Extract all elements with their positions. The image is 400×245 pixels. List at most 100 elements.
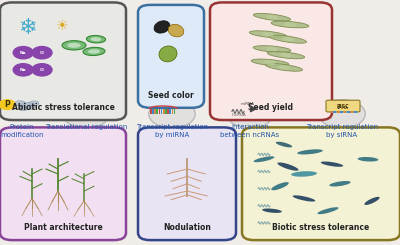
Ellipse shape [285, 37, 291, 41]
Ellipse shape [269, 15, 275, 19]
Text: Protein
modification: Protein modification [0, 124, 44, 138]
Text: siRNA: siRNA [337, 106, 349, 110]
FancyBboxPatch shape [138, 5, 204, 108]
Ellipse shape [267, 51, 305, 59]
Circle shape [63, 100, 109, 128]
Ellipse shape [278, 162, 298, 171]
Text: Transcript regulation
by miRNA: Transcript regulation by miRNA [136, 124, 208, 138]
Ellipse shape [265, 32, 271, 37]
Ellipse shape [329, 181, 351, 186]
Ellipse shape [262, 208, 282, 213]
Circle shape [149, 100, 195, 128]
Text: lncRNA: lncRNA [232, 113, 247, 117]
Ellipse shape [268, 32, 274, 37]
Bar [150, 109, 152, 114]
Ellipse shape [284, 66, 290, 70]
Bar [330, 111, 333, 113]
Text: Biotic stress tolerance: Biotic stress tolerance [272, 223, 370, 232]
Ellipse shape [280, 53, 286, 57]
Bar [350, 111, 353, 113]
Text: RISC: RISC [336, 104, 349, 109]
FancyBboxPatch shape [138, 127, 236, 240]
Ellipse shape [272, 47, 278, 51]
FancyBboxPatch shape [210, 2, 332, 120]
Text: P: P [4, 100, 10, 109]
Ellipse shape [86, 36, 106, 43]
Bar [161, 109, 162, 114]
Text: miRNA: miRNA [241, 102, 255, 106]
FancyBboxPatch shape [242, 127, 400, 240]
Bar [174, 109, 175, 114]
Text: Plant architecture: Plant architecture [24, 223, 102, 232]
Ellipse shape [83, 47, 105, 56]
Text: ❄: ❄ [18, 18, 36, 38]
Ellipse shape [266, 47, 272, 51]
Text: Na: Na [20, 51, 26, 55]
Ellipse shape [271, 21, 309, 28]
Circle shape [227, 100, 273, 128]
Ellipse shape [154, 21, 170, 33]
Bar [152, 109, 154, 114]
Ellipse shape [67, 43, 80, 48]
Ellipse shape [249, 31, 287, 38]
Text: Nodulation: Nodulation [163, 223, 211, 232]
Text: Na: Na [20, 68, 26, 72]
Text: Seed yield: Seed yield [248, 103, 294, 112]
Ellipse shape [284, 22, 290, 26]
Ellipse shape [364, 197, 380, 205]
Circle shape [319, 100, 365, 128]
Ellipse shape [269, 47, 275, 51]
Ellipse shape [262, 32, 268, 36]
Bar [167, 109, 169, 114]
FancyBboxPatch shape [0, 2, 126, 120]
Bar [170, 109, 171, 114]
Ellipse shape [318, 207, 338, 214]
Bar [344, 111, 346, 113]
Ellipse shape [287, 22, 293, 27]
Ellipse shape [291, 171, 317, 177]
Bar [337, 111, 340, 113]
Circle shape [13, 64, 33, 76]
Ellipse shape [271, 182, 289, 190]
Ellipse shape [286, 53, 292, 58]
Ellipse shape [29, 101, 39, 106]
Ellipse shape [168, 24, 184, 37]
Text: Cl: Cl [40, 68, 44, 72]
Ellipse shape [159, 46, 177, 62]
Bar [333, 111, 336, 113]
Ellipse shape [253, 13, 291, 21]
Text: ☀: ☀ [56, 19, 68, 33]
Circle shape [0, 100, 15, 110]
Ellipse shape [288, 37, 294, 42]
Ellipse shape [267, 60, 273, 65]
Circle shape [13, 47, 33, 59]
Ellipse shape [19, 102, 36, 110]
Ellipse shape [321, 161, 343, 167]
Ellipse shape [253, 46, 291, 52]
Bar [163, 109, 164, 114]
Text: Translational regulation: Translational regulation [45, 124, 127, 130]
Circle shape [32, 47, 52, 59]
Ellipse shape [283, 53, 289, 57]
Bar [340, 111, 343, 113]
Ellipse shape [254, 156, 274, 162]
Ellipse shape [270, 35, 306, 43]
Ellipse shape [282, 37, 288, 41]
Bar [156, 109, 158, 114]
Text: Seed color: Seed color [148, 91, 194, 100]
Ellipse shape [297, 149, 323, 155]
Ellipse shape [272, 15, 278, 20]
Bar [354, 111, 357, 113]
Ellipse shape [281, 65, 287, 70]
Bar [154, 109, 156, 114]
Text: Abiotic stress tolerance: Abiotic stress tolerance [12, 103, 114, 112]
Ellipse shape [290, 23, 296, 27]
Bar [172, 109, 173, 114]
Ellipse shape [88, 49, 100, 54]
Ellipse shape [62, 41, 86, 50]
Bar [159, 109, 160, 114]
Text: Transcript regulation
by siRNA: Transcript regulation by siRNA [306, 124, 378, 138]
Ellipse shape [278, 65, 284, 69]
Circle shape [32, 64, 52, 76]
Ellipse shape [270, 61, 276, 65]
